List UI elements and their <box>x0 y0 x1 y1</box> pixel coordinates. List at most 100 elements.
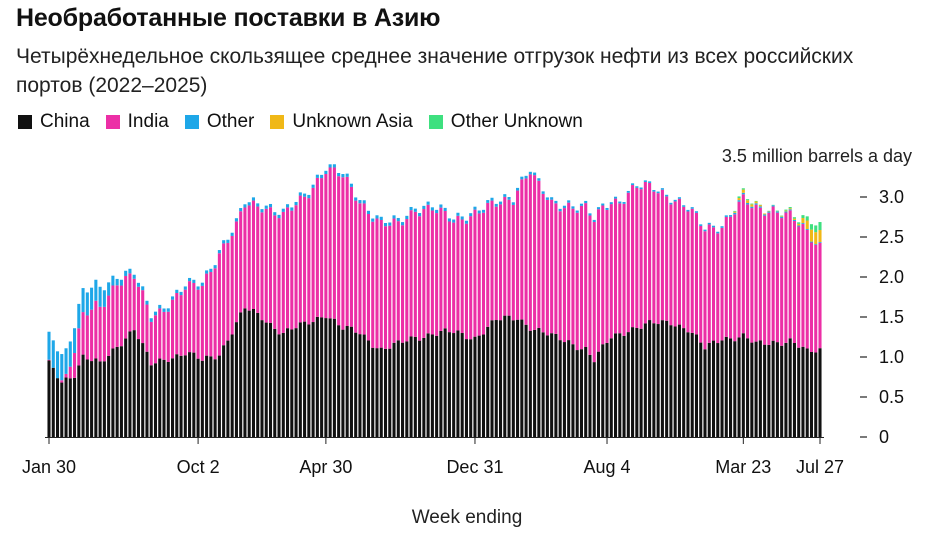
bar-segment-china <box>460 333 464 437</box>
bar-segment-other <box>554 200 558 204</box>
bar-segment-china <box>260 320 264 437</box>
bar-segment-india <box>801 224 805 347</box>
bar-segment-other <box>401 222 405 226</box>
chart-title: Необработанные поставки в Азию <box>16 4 441 32</box>
bar-segment-unknown-asia <box>750 204 754 207</box>
bar-segment-other <box>435 209 439 214</box>
bar-segment-india <box>132 278 136 331</box>
legend: China India Other Unknown Asia Other Unk… <box>18 111 599 133</box>
bar-segment-other <box>575 210 579 213</box>
bar-segment-other <box>311 184 315 188</box>
bar-segment-china <box>763 344 767 437</box>
bar-segment-other <box>622 202 626 204</box>
bar-segment-unknown-asia <box>801 218 805 224</box>
bar-segment-other <box>780 216 784 219</box>
bar-segment-other-unknown <box>814 225 818 233</box>
bar-segment-china <box>780 345 784 437</box>
bar-segment-unknown-asia <box>758 205 762 207</box>
bar-segment-other <box>763 214 767 216</box>
bar-segment-china <box>579 349 583 437</box>
bar-segment-china <box>584 346 588 437</box>
x-tick-label: Jan 30 <box>22 457 76 477</box>
bar-segment-other <box>349 183 353 187</box>
bar-segment-other <box>545 197 549 200</box>
bar-segment-india <box>763 215 767 345</box>
bar-segment-india <box>669 204 673 326</box>
bar-segment-india <box>805 229 809 349</box>
bar-segment-other <box>788 209 792 211</box>
bar-segment-india <box>277 218 281 335</box>
bar-segment-other <box>307 194 311 199</box>
bar-segment-china <box>341 329 345 437</box>
bar-segment-india <box>171 299 175 359</box>
bar-segment-other <box>498 201 503 205</box>
bar-segment-india <box>158 308 162 359</box>
bar-segment-other <box>605 207 609 210</box>
bar-segment-other <box>345 173 349 177</box>
bar-segment-india <box>315 177 319 317</box>
bar-segment-china <box>614 333 618 437</box>
bar-segment-other <box>337 173 341 177</box>
bar-segment-other <box>388 222 392 226</box>
bar-segment-china <box>332 318 336 437</box>
bar-segment-india <box>268 207 273 323</box>
bar-segment-india <box>477 213 481 336</box>
bar-segment-other <box>746 202 750 205</box>
bar-segment-india <box>234 221 238 323</box>
legend-swatch-other <box>184 115 199 129</box>
bar-segment-india <box>677 198 681 325</box>
bar-segment-other <box>490 197 494 201</box>
bar-segment-india <box>68 366 72 379</box>
y-tick-label: 0.5 <box>879 387 904 407</box>
bar-segment-other <box>703 229 707 232</box>
bar-segment-other <box>111 275 115 286</box>
bar-segment-other <box>243 204 247 208</box>
bar-segment-other <box>750 206 754 209</box>
bar-segment-china <box>196 358 200 437</box>
bar-segment-china <box>90 361 94 437</box>
bar-segment-other-unknown <box>737 196 741 199</box>
bar-segment-india <box>243 207 247 309</box>
bar-segment-india <box>733 214 737 342</box>
bar-segment-other <box>686 209 690 212</box>
legend-label-other: Other <box>206 111 255 132</box>
bar-segment-india <box>818 242 822 349</box>
bar-segment-china <box>102 361 106 437</box>
bar-segment-other <box>439 204 443 208</box>
bar-segment-other <box>639 187 643 190</box>
bar-segment-china <box>481 334 486 437</box>
bar-segment-india <box>290 210 294 330</box>
bar-segment-china <box>699 342 703 437</box>
bar-segment-india <box>217 253 221 356</box>
bar-segment-china <box>175 354 179 437</box>
bar-segment-china <box>128 331 132 437</box>
bar-segment-india <box>784 212 788 343</box>
bar-segment-china <box>413 336 417 437</box>
bar-segment-china <box>592 362 596 437</box>
bar-segment-other <box>234 218 238 222</box>
bar-segment-india <box>430 210 434 335</box>
bar-segment-other <box>81 288 85 313</box>
bar-segment-india <box>660 189 664 321</box>
bar-segment-india <box>639 189 643 329</box>
bar-segment-other <box>524 175 528 179</box>
legend-item-china: China <box>18 111 90 133</box>
bar-segment-china <box>98 361 102 437</box>
bar-segment-other <box>481 209 486 213</box>
bar-segment-other <box>98 286 102 307</box>
bar-segment-other <box>119 279 123 286</box>
bar-segment-china <box>315 316 319 437</box>
bar-segment-india <box>618 203 622 334</box>
bar-segment-china <box>473 336 477 437</box>
bar-segment-other-unknown <box>805 216 809 221</box>
bar-segment-other <box>55 351 60 379</box>
bar-segment-china <box>230 334 234 437</box>
bar-segment-india <box>192 282 196 353</box>
bar-segment-other <box>516 187 520 191</box>
bar-segment-india <box>281 211 285 333</box>
bar-segment-other <box>656 191 660 194</box>
bar-segment-china <box>682 328 686 437</box>
bar-segment-other <box>183 286 187 290</box>
bar-segment-india <box>665 196 669 321</box>
bar-segment-other <box>286 204 290 208</box>
